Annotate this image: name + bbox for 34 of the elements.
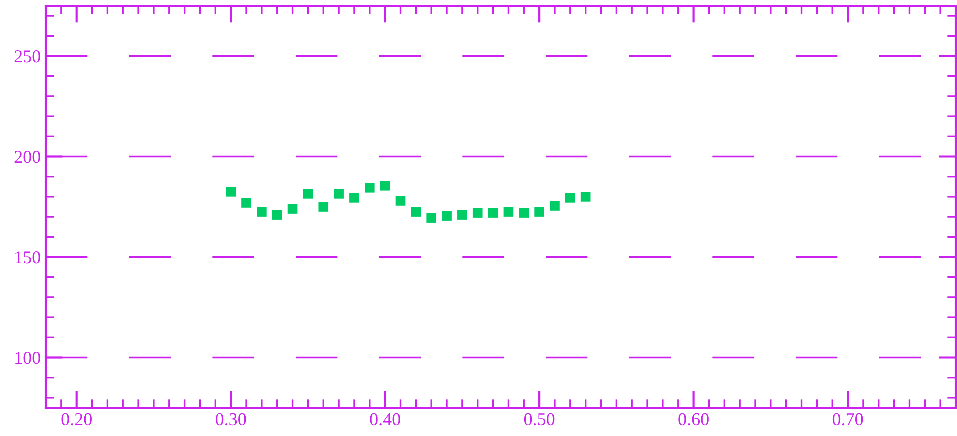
point xyxy=(519,208,530,218)
point xyxy=(364,182,375,193)
point xyxy=(488,208,498,218)
x-tick-label: 0.30 xyxy=(216,413,246,426)
point xyxy=(257,207,267,217)
point xyxy=(226,187,236,197)
point xyxy=(350,193,360,203)
point xyxy=(318,202,329,212)
point xyxy=(550,201,560,211)
y-tick-label: 150 xyxy=(16,252,40,264)
point xyxy=(534,207,544,217)
x-tick-label: 0.40 xyxy=(370,413,400,426)
point xyxy=(396,196,406,206)
point xyxy=(472,208,483,218)
point xyxy=(288,204,298,214)
point xyxy=(242,198,252,208)
y-tick-label: 250 xyxy=(14,50,40,63)
y-tick-label: 100 xyxy=(16,352,40,364)
x-tick-label: 0.20 xyxy=(62,413,92,426)
point xyxy=(303,189,314,199)
point xyxy=(380,180,390,191)
point xyxy=(458,210,468,220)
x-tick-label: 0.50 xyxy=(524,413,555,426)
point xyxy=(580,192,591,202)
y-tick-label: 200 xyxy=(14,151,40,164)
point xyxy=(426,213,437,223)
point xyxy=(272,210,282,220)
point xyxy=(565,193,576,203)
point xyxy=(442,211,452,221)
x-tick-label: 0.60 xyxy=(678,413,709,426)
point xyxy=(334,189,344,199)
x-tick-label: 0.70 xyxy=(832,413,864,426)
point xyxy=(411,207,422,217)
point xyxy=(504,207,514,217)
